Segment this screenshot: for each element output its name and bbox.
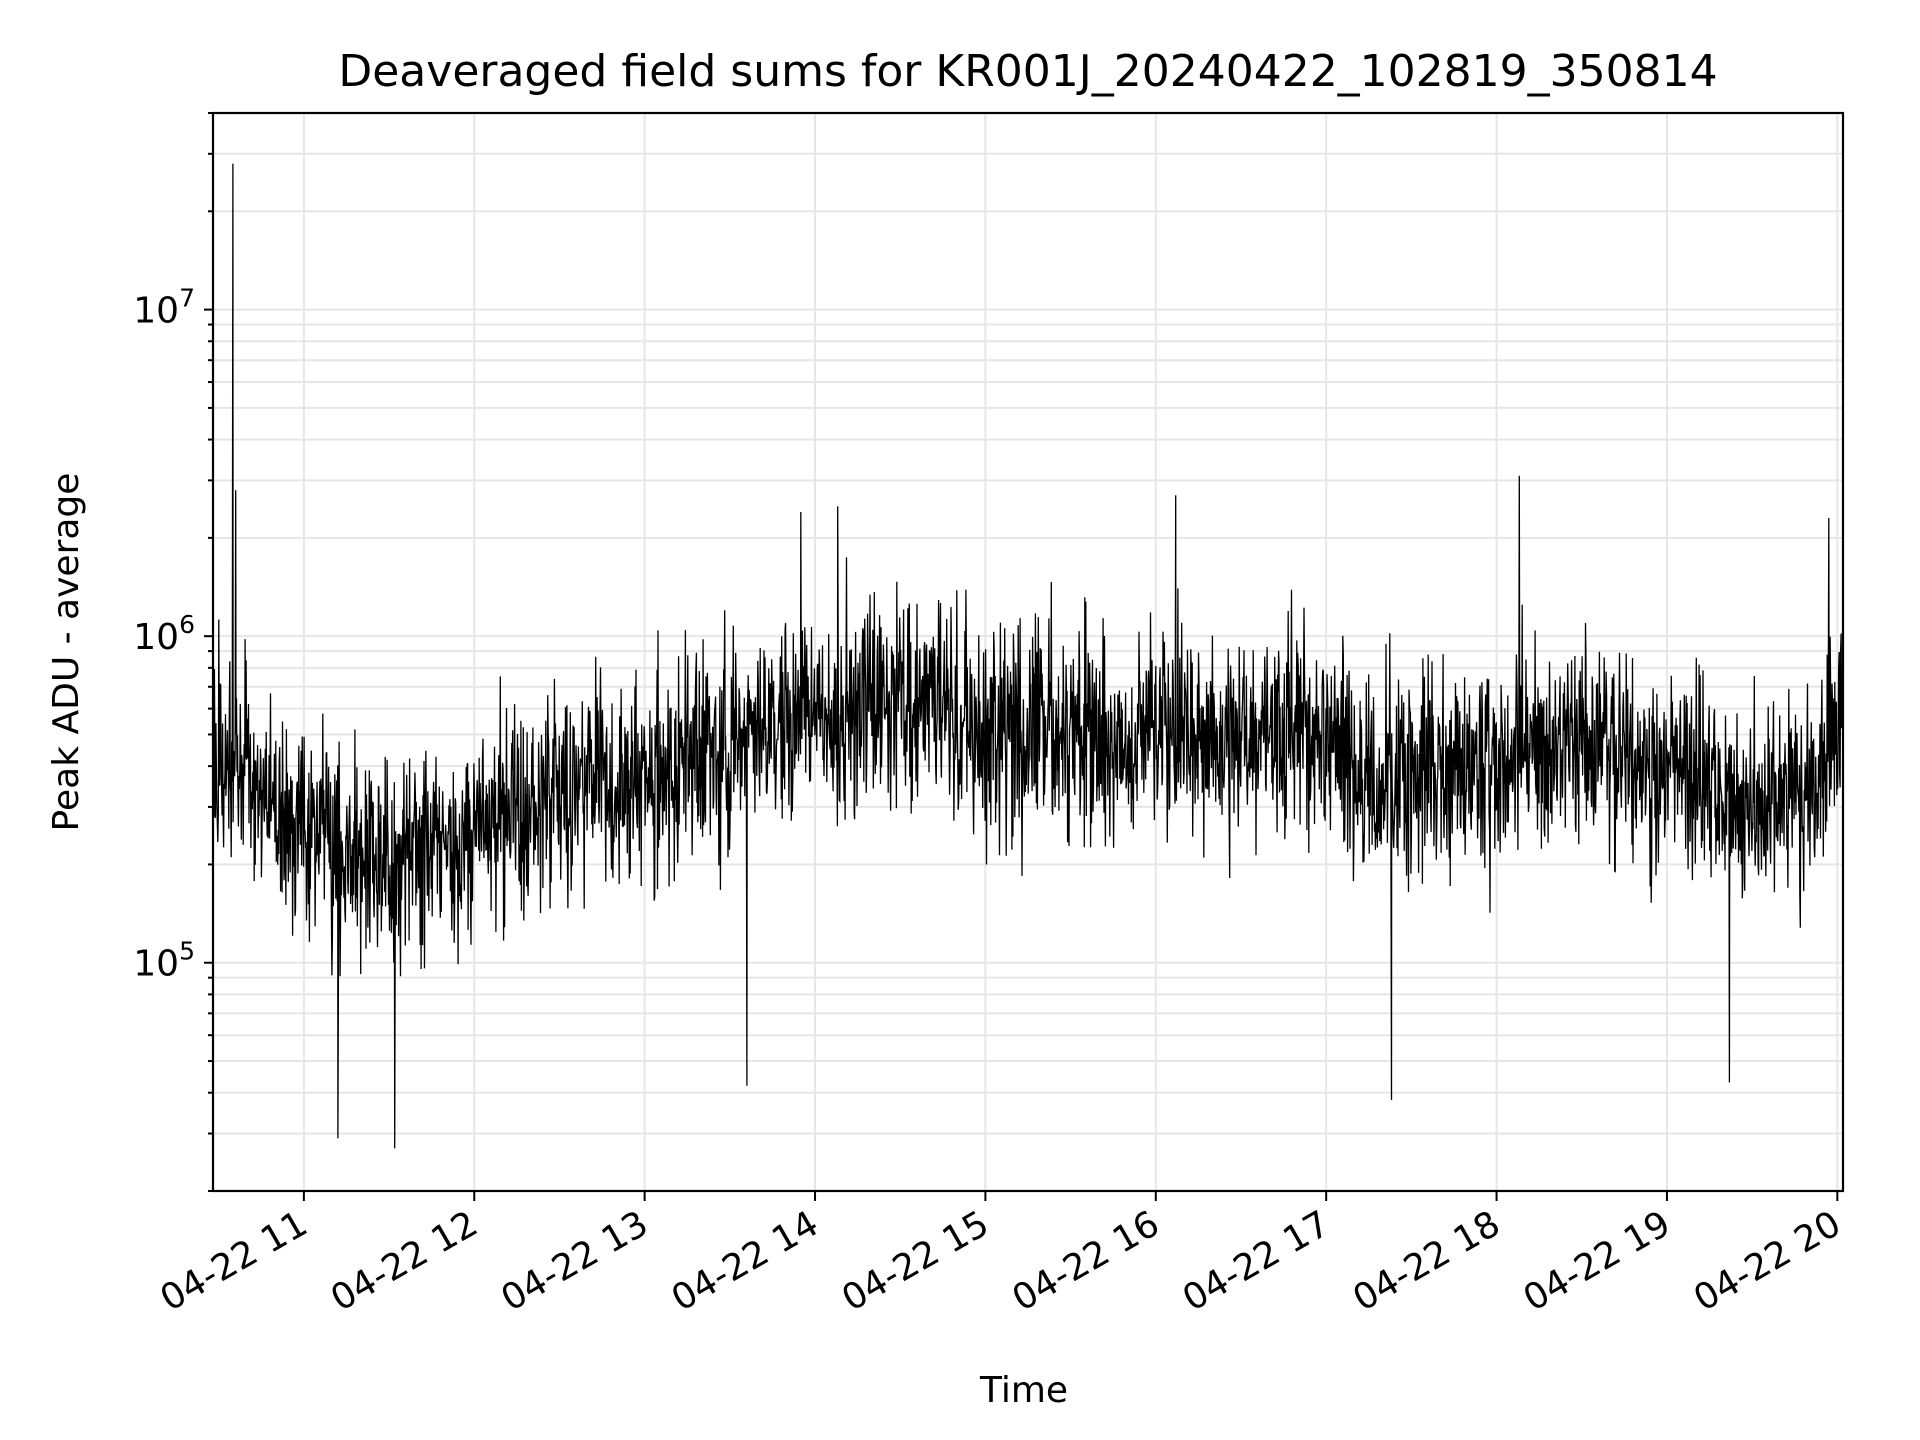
y-tick-label: 106	[133, 610, 195, 658]
x-tick-label: 04-22 18	[1346, 1203, 1507, 1319]
x-axis-label: Time	[979, 1370, 1068, 1411]
x-tick-label: 04-22 13	[494, 1203, 655, 1319]
x-tick-label: 04-22 20	[1687, 1203, 1848, 1319]
x-tick-label: 04-22 19	[1517, 1203, 1678, 1319]
x-tick-label: 04-22 12	[324, 1203, 485, 1319]
y-axis-label: Peak ADU - average	[46, 473, 87, 832]
x-tick-label: 04-22 14	[665, 1203, 826, 1319]
y-tick-label: 105	[133, 937, 195, 985]
x-tick-label: 04-22 15	[835, 1203, 996, 1319]
x-tick-label: 04-22 17	[1176, 1203, 1337, 1319]
series-layer	[212, 163, 1844, 1149]
chart-title: Deaveraged field sums for KR001J_2024042…	[338, 46, 1717, 97]
x-tick-label: 04-22 11	[154, 1203, 315, 1319]
grid	[213, 112, 1843, 1192]
y-tick-label: 107	[133, 284, 195, 332]
x-tick-label: 04-22 16	[1006, 1203, 1167, 1319]
series-line	[212, 163, 1844, 1149]
